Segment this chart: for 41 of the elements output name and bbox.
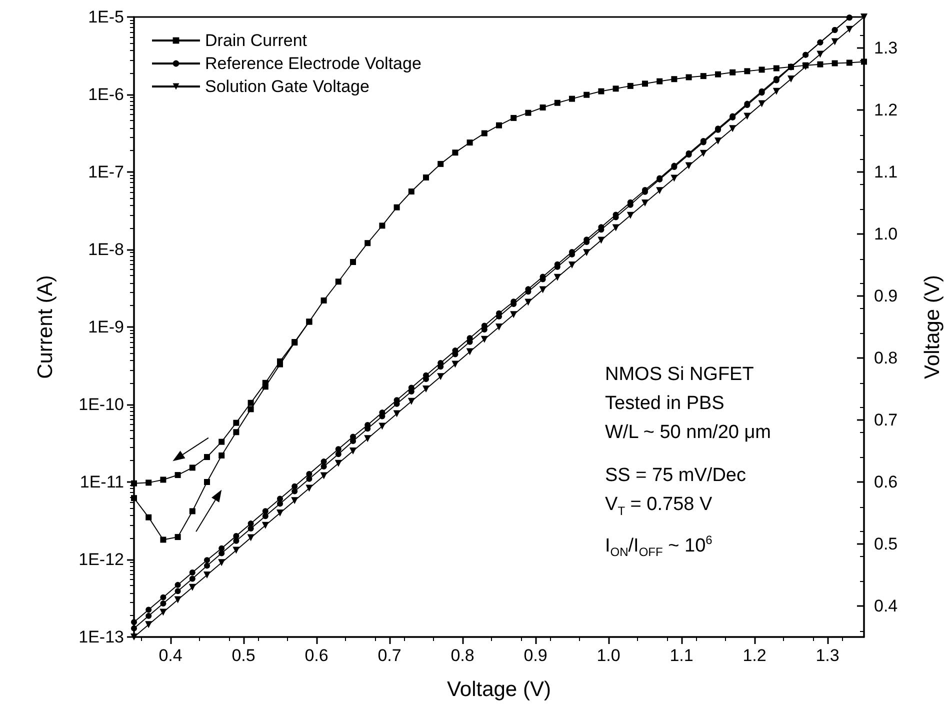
y-tick-label: 1E-6 <box>88 85 124 104</box>
x-tick-label: 0.9 <box>524 646 548 665</box>
y2-tick-label: 1.0 <box>874 224 898 244</box>
x-tick-label: 1.1 <box>670 646 694 665</box>
x-tick-label: 0.8 <box>450 646 474 665</box>
y2-axis-title: Voltage (V) <box>921 275 944 379</box>
x-tick-label: 1.2 <box>742 646 766 665</box>
y2-tick-label: 0.6 <box>874 472 898 492</box>
annotation: SS = 75 mV/Dec <box>605 464 747 488</box>
legend-label: Drain Current <box>205 31 308 50</box>
y-tick-label: 1E-9 <box>88 318 124 336</box>
y-axis-title: Current (A) <box>34 275 57 379</box>
x-axis-title: Voltage (V) <box>447 678 551 701</box>
x-tick-label: 0.4 <box>158 646 182 665</box>
y2-tick-label: 1.2 <box>874 100 898 120</box>
y2-tick-label: 0.7 <box>874 410 898 430</box>
y2-tick-label: 1.3 <box>874 38 898 58</box>
y-tick-label: 1E-12 <box>78 550 124 569</box>
y-tick-label: 1E-8 <box>88 240 124 259</box>
y-tick-label: 1E-13 <box>78 628 124 646</box>
y-tick-label: 1E-10 <box>78 395 124 414</box>
x-tick-label: 1.3 <box>816 646 840 665</box>
y-tick-label: 1E-11 <box>80 472 124 492</box>
y-tick-label: 1E-7 <box>88 162 124 182</box>
x-tick-label: 0.5 <box>232 646 256 665</box>
annotation: NMOS Si NGFET <box>605 363 755 387</box>
annotation: Tested in PBS <box>605 392 726 416</box>
x-tick-label: 0.7 <box>378 646 402 665</box>
y2-tick-label: 0.4 <box>874 596 898 616</box>
y2-tick-label: 1.1 <box>874 162 898 182</box>
x-tick-label: 1.0 <box>596 646 620 665</box>
y-tick-label: 1E-5 <box>88 8 124 26</box>
annotation: I$_{ON}$/I$_{OFF}$ ~ 10$^{6}$ <box>605 532 714 561</box>
annotation: W/L ~ 50 nm/20 μm <box>605 421 771 445</box>
y2-tick-label: 0.9 <box>874 286 898 306</box>
legend-label: Solution Gate Voltage <box>205 77 370 96</box>
x-tick-label: 0.6 <box>304 646 328 665</box>
legend-label: Reference Electrode Voltage <box>205 54 422 73</box>
annotation: V$_{T}$ = 0.758 V <box>605 493 714 520</box>
y2-tick-label: 0.5 <box>874 534 898 554</box>
y2-tick-label: 0.8 <box>874 348 898 368</box>
